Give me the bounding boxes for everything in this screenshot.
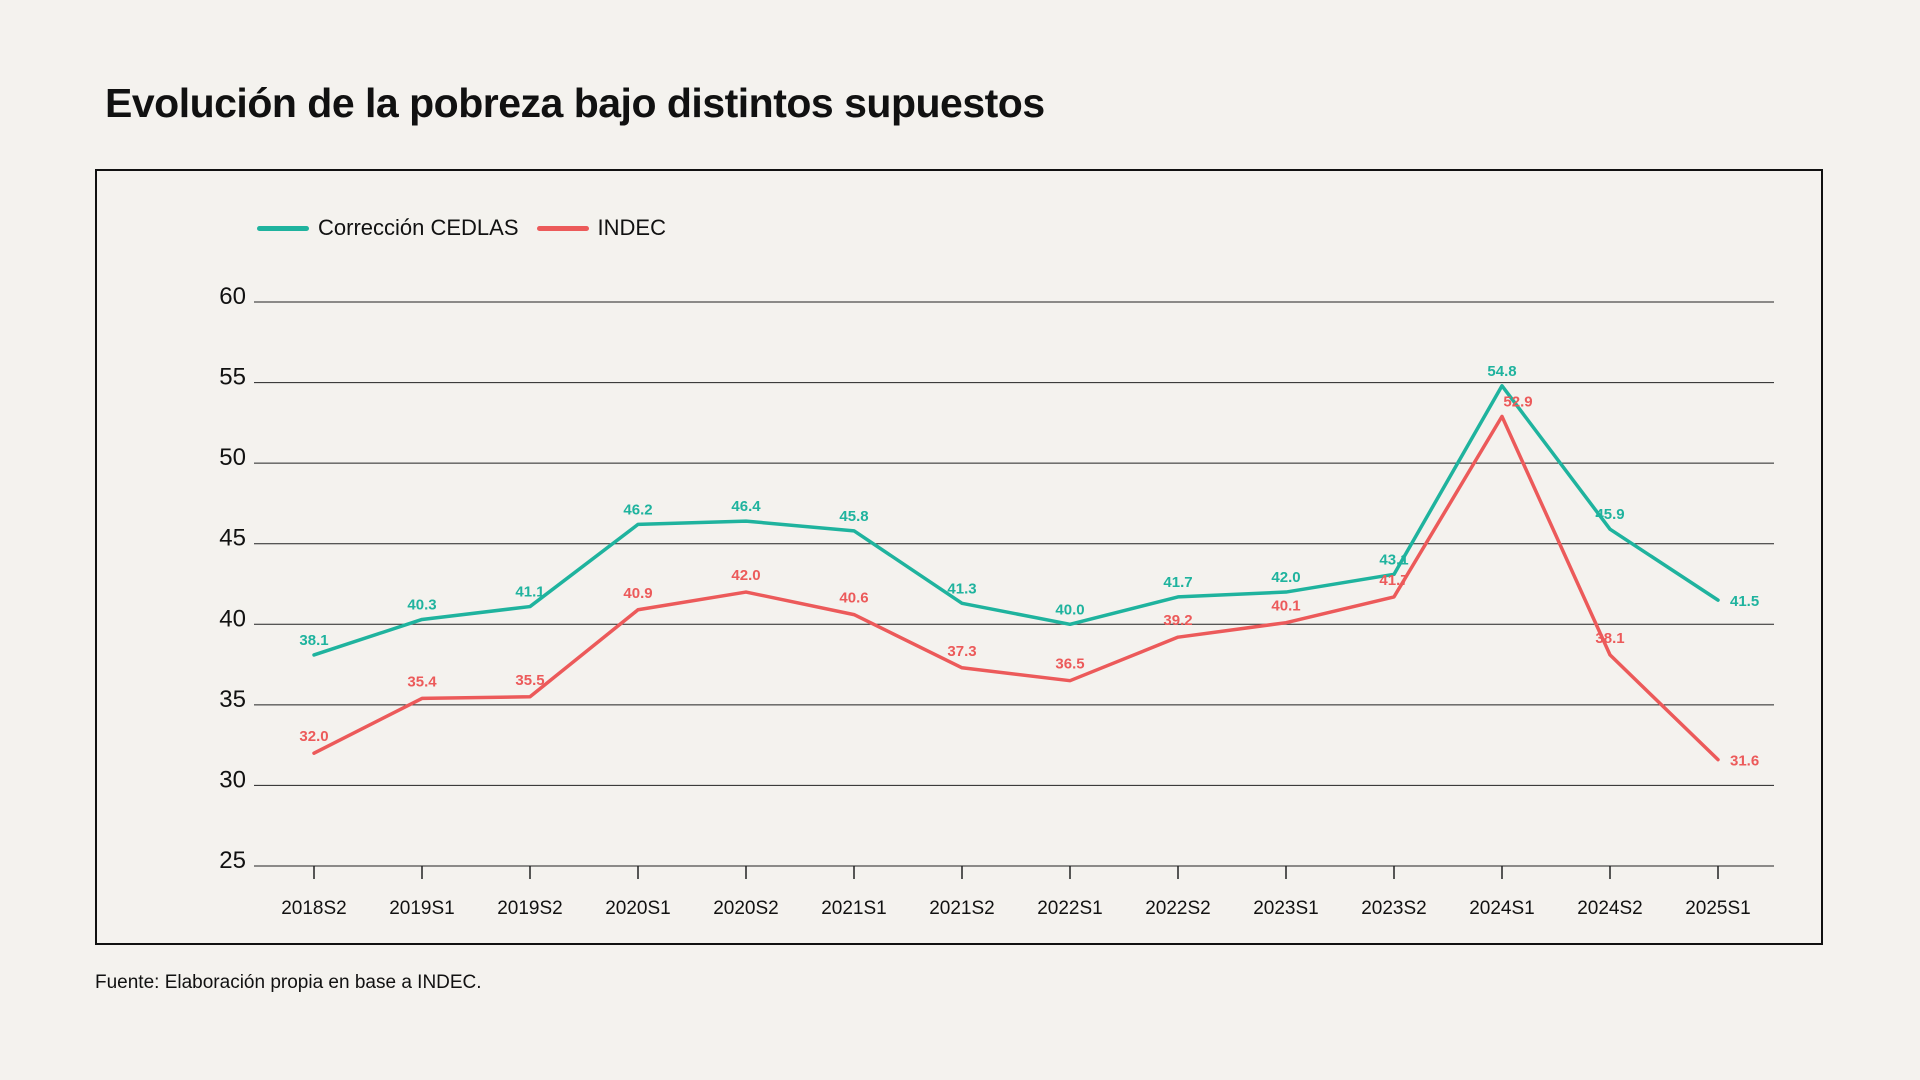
data-label-cedlas-2020S1: 46.2 <box>623 501 652 518</box>
data-label-indec-2025S1: 31.6 <box>1730 753 1759 770</box>
y-tick-label-55: 55 <box>219 364 246 391</box>
x-tick-label-2020S2: 2020S2 <box>713 898 779 919</box>
data-label-cedlas-2024S1: 54.8 <box>1487 363 1516 380</box>
x-tick-label-2019S2: 2019S2 <box>497 898 563 919</box>
chart-legend: Corrección CEDLAS INDEC <box>257 215 684 241</box>
data-label-indec-2018S2: 32.0 <box>299 728 328 745</box>
x-tick-label-2018S2: 2018S2 <box>281 898 347 919</box>
legend-item-indec: INDEC <box>536 215 666 241</box>
data-label-cedlas-2019S1: 40.3 <box>407 596 436 613</box>
y-tick-label-40: 40 <box>219 605 246 632</box>
x-tick-label-2025S1: 2025S1 <box>1685 898 1751 919</box>
x-tick-label-2020S1: 2020S1 <box>605 898 671 919</box>
y-tick-label-30: 30 <box>219 766 246 793</box>
chart-frame <box>95 169 1823 945</box>
data-label-indec-2023S2: 41.7 <box>1379 572 1408 589</box>
data-label-cedlas-2018S2: 38.1 <box>299 632 328 649</box>
x-tick-label-2024S2: 2024S2 <box>1577 898 1643 919</box>
data-label-cedlas-2021S2: 41.3 <box>947 580 976 597</box>
data-label-cedlas-2023S1: 42.0 <box>1271 569 1300 586</box>
x-tick-label-2024S1: 2024S1 <box>1469 898 1535 919</box>
y-tick-label-25: 25 <box>219 847 246 874</box>
legend-swatch-cedlas <box>257 225 309 231</box>
data-label-indec-2021S1: 40.6 <box>839 590 868 607</box>
x-tick-label-2022S1: 2022S1 <box>1037 898 1103 919</box>
data-label-cedlas-2022S2: 41.7 <box>1163 574 1192 591</box>
data-label-indec-2019S1: 35.4 <box>407 673 437 690</box>
legend-label-indec: INDEC <box>597 215 666 240</box>
series-line-indec <box>312 414 1720 762</box>
legend-item-cedlas: Corrección CEDLAS <box>257 215 519 241</box>
x-tick-label-2022S2: 2022S2 <box>1145 898 1211 919</box>
data-label-cedlas-2023S2: 43.1 <box>1379 551 1408 568</box>
legend-label-cedlas: Corrección CEDLAS <box>318 215 519 240</box>
source-note: Fuente: Elaboración propia en base a IND… <box>95 972 482 993</box>
data-label-indec-2024S2: 38.1 <box>1595 630 1624 647</box>
data-label-cedlas-2021S1: 45.8 <box>839 508 868 525</box>
data-label-indec-2020S1: 40.9 <box>623 585 652 602</box>
y-tick-label-50: 50 <box>219 444 246 471</box>
data-label-indec-2024S1: 52.9 <box>1503 393 1532 410</box>
data-label-cedlas-2024S2: 45.9 <box>1595 506 1624 523</box>
data-label-indec-2019S2: 35.5 <box>515 672 544 689</box>
y-tick-label-35: 35 <box>219 686 246 713</box>
data-label-cedlas-2022S1: 40.0 <box>1055 601 1084 618</box>
data-label-indec-2022S2: 39.2 <box>1163 612 1192 629</box>
data-label-cedlas-2020S2: 46.4 <box>731 498 761 515</box>
data-label-indec-2022S1: 36.5 <box>1055 656 1084 673</box>
x-tick-label-2023S2: 2023S2 <box>1361 898 1427 919</box>
y-tick-label-45: 45 <box>219 525 246 552</box>
data-label-indec-2021S2: 37.3 <box>947 643 976 660</box>
x-tick-label-2021S1: 2021S1 <box>821 898 887 919</box>
data-label-cedlas-2025S1: 41.5 <box>1730 593 1759 610</box>
data-label-cedlas-2019S2: 41.1 <box>515 584 544 601</box>
x-tick-label-2021S2: 2021S2 <box>929 898 995 919</box>
series-line-cedlas <box>312 384 1720 657</box>
data-label-indec-2023S1: 40.1 <box>1271 598 1300 615</box>
y-tick-label-60: 60 <box>219 283 246 310</box>
data-label-indec-2020S2: 42.0 <box>731 567 760 584</box>
x-tick-label-2023S1: 2023S1 <box>1253 898 1319 919</box>
x-tick-label-2019S1: 2019S1 <box>389 898 455 919</box>
chart-title: Evolución de la pobreza bajo distintos s… <box>105 80 1045 126</box>
legend-swatch-indec <box>536 225 589 231</box>
